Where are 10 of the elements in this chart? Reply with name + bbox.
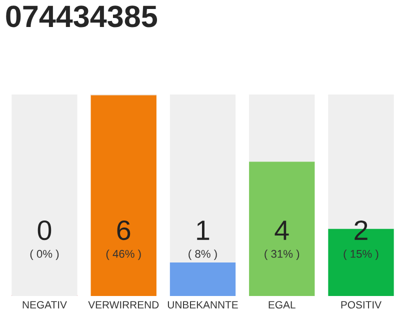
data-label: 6 ( 46% ) bbox=[106, 220, 141, 260]
data-label: 0 ( 0% ) bbox=[30, 220, 59, 260]
x-tick-label: NEGATIV bbox=[22, 301, 67, 309]
x-tick-label: EGAL bbox=[268, 301, 296, 309]
data-label: 4 ( 31% ) bbox=[264, 220, 300, 260]
x-tick-label: UNBEKANNTE bbox=[168, 301, 238, 309]
data-label: 1 ( 8% ) bbox=[188, 220, 217, 260]
x-tick-label: VERWIRREND bbox=[88, 301, 159, 308]
chart-title: 074434385 bbox=[6, 6, 158, 28]
x-tick-label: POSITIV bbox=[341, 301, 382, 309]
